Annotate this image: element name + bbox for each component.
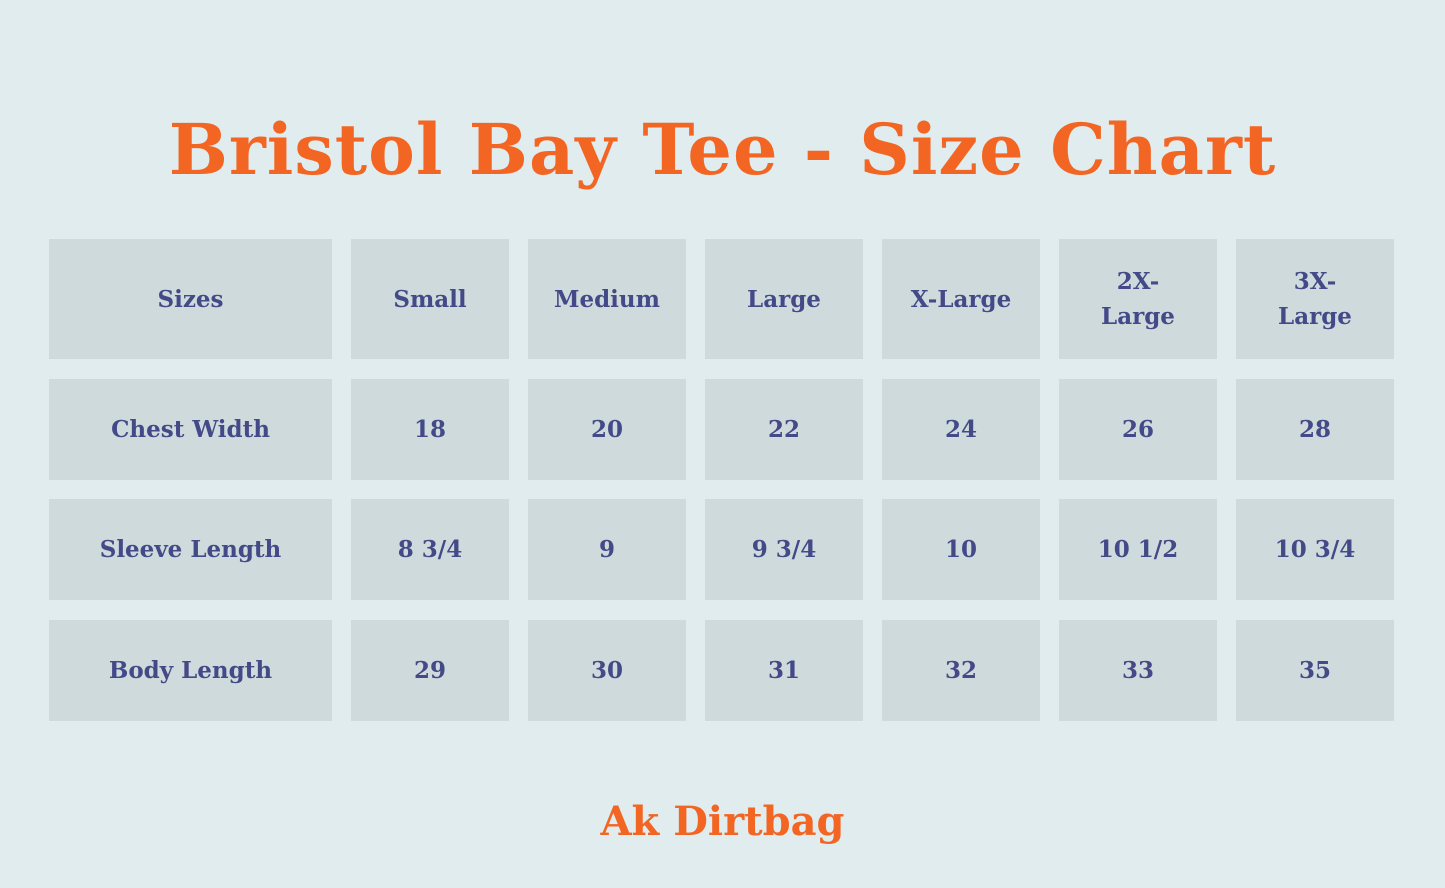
value-cell: 22 <box>705 378 863 480</box>
header-cell: Medium <box>528 239 686 359</box>
brand-name: Ak Dirtbag <box>600 798 845 845</box>
value-cell: 35 <box>1236 619 1394 721</box>
value-cell: 30 <box>528 619 686 721</box>
value-cell: 10 1/2 <box>1059 499 1217 600</box>
value-cell: 26 <box>1059 378 1217 480</box>
header-cell: X-Large <box>882 239 1040 359</box>
header-cell: Small <box>351 239 509 359</box>
value-cell: 28 <box>1236 378 1394 480</box>
value-cell: 24 <box>882 378 1040 480</box>
row-label-cell: Sleeve Length <box>49 499 332 600</box>
value-cell: 8 3/4 <box>351 499 509 600</box>
value-cell: 9 3/4 <box>705 499 863 600</box>
value-cell: 10 3/4 <box>1236 499 1394 600</box>
page-title: Bristol Bay Tee - Size Chart <box>168 108 1277 191</box>
header-cell: Large <box>705 239 863 359</box>
value-cell: 10 <box>882 499 1040 600</box>
value-cell: 29 <box>351 619 509 721</box>
size-table: Sizes Small Medium Large X-Large 2X-Large 3X-L… <box>49 239 1394 721</box>
value-cell: 32 <box>882 619 1040 721</box>
value-cell: 33 <box>1059 619 1217 721</box>
row-label-cell: Chest Width <box>49 378 332 480</box>
value-cell: 9 <box>528 499 686 600</box>
value-cell: 20 <box>528 378 686 480</box>
value-cell: 31 <box>705 619 863 721</box>
row-label-cell: Body Length <box>49 619 332 721</box>
value-cell: 18 <box>351 378 509 480</box>
header-cell: 2X-Large <box>1059 239 1217 359</box>
header-cell: 3X-Large <box>1236 239 1394 359</box>
header-cell: Sizes <box>49 239 332 359</box>
